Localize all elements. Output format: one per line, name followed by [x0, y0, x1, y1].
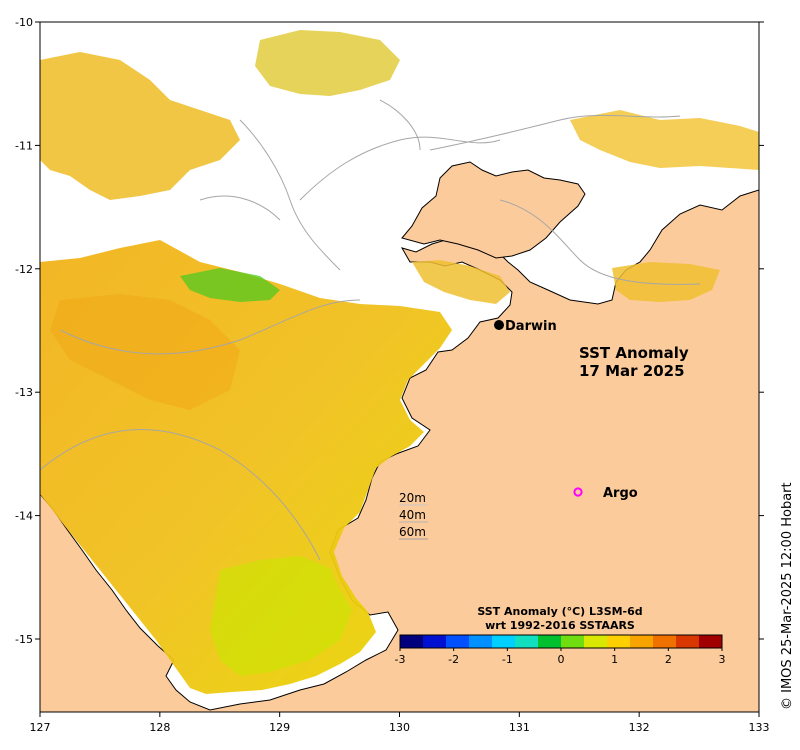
- colorbar-swatch: [492, 635, 516, 648]
- colorbar-tick-label: -1: [502, 653, 513, 666]
- colorbar-title-line2: wrt 1992-2016 SSTAARS: [485, 619, 635, 632]
- sst-field-east-coast: [612, 262, 720, 302]
- colorbar-swatch: [653, 635, 677, 648]
- lat-tick-label: -15: [15, 633, 33, 646]
- map-title-line2: 17 Mar 2025: [579, 362, 685, 380]
- colorbar-swatch: [446, 635, 470, 648]
- colorbar-swatch: [400, 635, 424, 648]
- depth-legend-item-20m: 20m: [399, 491, 426, 505]
- colorbar-swatch: [423, 635, 447, 648]
- credit-text: © IMOS 25-Mar-2025 12:00 Hobart: [780, 482, 795, 710]
- colorbar-swatch: [676, 635, 700, 648]
- lon-axis: 127 128 129 130 131 132 133: [30, 712, 770, 734]
- lon-tick-label: 128: [149, 721, 170, 734]
- lat-tick-label: -11: [15, 139, 33, 152]
- sst-field-orange: [50, 294, 240, 410]
- sst-field-channel: [412, 260, 510, 304]
- land-mainland: [40, 189, 759, 712]
- colorbar-swatch: [630, 635, 654, 648]
- lon-tick-label: 127: [30, 721, 51, 734]
- lon-tick-label: 131: [509, 721, 530, 734]
- sst-field-top: [255, 30, 400, 96]
- lat-tick-label: -13: [15, 386, 33, 399]
- lat-tick-label: -10: [15, 16, 33, 29]
- sst-field-greenband: [210, 556, 352, 676]
- depth-legend: 20m 40m 60m: [399, 491, 428, 540]
- bathymetry-contours: [40, 99, 701, 561]
- lat-tick-label: -12: [15, 263, 33, 276]
- colorbar: -3 -2 -1 0 1 2 3: [395, 634, 726, 666]
- sst-field-coastal-green: [180, 268, 280, 302]
- colorbar-swatch: [561, 635, 585, 648]
- depth-legend-item-60m: 60m: [399, 525, 426, 539]
- colorbar-swatch: [699, 635, 723, 648]
- lon-tick-label: 133: [749, 721, 770, 734]
- lat-axis: -10 -11 -12 -13 -14 -15: [15, 16, 764, 646]
- depth-legend-item-40m: 40m: [399, 508, 426, 522]
- lon-tick-label: 130: [389, 721, 410, 734]
- colorbar-tick-label: 1: [611, 653, 618, 666]
- darwin-marker-icon: [494, 320, 504, 330]
- lon-tick-label: 132: [629, 721, 650, 734]
- lon-tick-label: 129: [269, 721, 290, 734]
- colorbar-tick-label: -2: [448, 653, 459, 666]
- colorbar-tick-label: 2: [665, 653, 672, 666]
- colorbar-swatch: [469, 635, 493, 648]
- argo-label: Argo: [603, 486, 638, 501]
- colorbar-swatch: [607, 635, 631, 648]
- colorbar-tick-label: 3: [719, 653, 726, 666]
- darwin-label: Darwin: [505, 319, 557, 334]
- lat-tick-label: -14: [15, 510, 33, 523]
- argo-marker-icon[interactable]: [573, 487, 583, 497]
- land-tiwi-islands: [401, 161, 586, 259]
- sst-field-north-right: [570, 110, 759, 170]
- colorbar-tick-label: 0: [558, 653, 565, 666]
- colorbar-swatch: [515, 635, 539, 648]
- colorbar-swatch: [584, 635, 608, 648]
- sst-field-north-patches: [40, 52, 240, 200]
- colorbar-title-line1: SST Anomaly (°C) L3SM-6d: [477, 605, 642, 618]
- colorbar-tick-label: -3: [395, 653, 406, 666]
- colorbar-swatch: [538, 635, 562, 648]
- map-title-line1: SST Anomaly: [579, 344, 689, 362]
